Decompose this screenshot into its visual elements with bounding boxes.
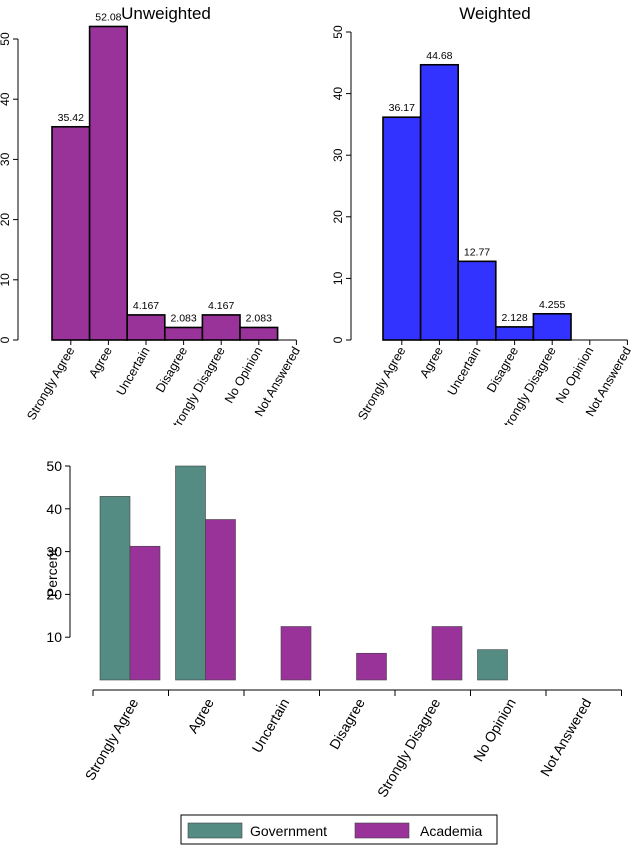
bar	[164, 326, 204, 341]
y-tick-label: 50	[331, 25, 345, 39]
bar	[356, 652, 387, 681]
weighted-chart: Weighted 0 10 20 30 40 50 36.17 Strongly Agree 44…	[331, 4, 634, 425]
x-category-label: No Opinion	[222, 344, 265, 405]
bar	[495, 326, 535, 341]
bar	[51, 125, 91, 341]
bar	[239, 326, 279, 341]
x-category-label: No Opinion	[553, 344, 596, 405]
x-category-label: Not Answered	[537, 696, 594, 779]
legend-swatch	[354, 822, 410, 839]
x-category-label: Disagree	[326, 695, 368, 752]
chart-title: Unweighted	[121, 4, 211, 23]
x-category-label: Uncertain	[249, 696, 293, 756]
y-tick-label: 40	[0, 92, 12, 106]
bar	[419, 63, 459, 341]
bar	[129, 545, 161, 681]
y-tick-label: 0	[0, 336, 12, 343]
y-tick-label: 50	[46, 458, 62, 474]
bar-value-label: 36.17	[389, 102, 415, 114]
y-tick-label: 10	[331, 271, 345, 285]
bar	[431, 626, 463, 681]
bar-value-label: 35.42	[58, 112, 84, 124]
bar-value-label: 44.68	[426, 50, 452, 62]
y-tick-label: 0	[331, 336, 345, 343]
y-tick-label: 20	[0, 213, 12, 227]
comparison-chart: 10 20 30 40 50 Percent Strongly Agree Agree Unce…	[44, 458, 622, 845]
y-tick-label: 10	[46, 629, 62, 645]
legend-label: Academia	[420, 823, 482, 839]
bar-value-label: 12.77	[464, 246, 490, 258]
x-category-label: Strongly Agree	[82, 695, 142, 783]
y-tick-label: 30	[0, 152, 12, 166]
x-category-label: Strongly Agree	[355, 344, 408, 422]
bar	[126, 314, 166, 341]
bar-value-label: 4.167	[133, 300, 159, 312]
y-tick-label: 30	[46, 544, 62, 560]
x-category-label: Uncertain	[114, 344, 153, 397]
x-category-label: Disagree	[484, 344, 521, 394]
bar	[175, 465, 206, 681]
legend-swatch	[187, 822, 243, 839]
bar-value-label: 2.128	[501, 312, 527, 324]
y-tick-label: 20	[46, 586, 62, 602]
bar-value-label: 52.08	[95, 11, 121, 23]
y-tick-label: 40	[46, 501, 62, 517]
bar-value-label: 2.083	[170, 312, 196, 324]
y-tick-label: 50	[0, 32, 12, 46]
x-category-label: Strongly Agree	[24, 344, 77, 422]
chart-title: Weighted	[459, 4, 531, 23]
y-tick-label: 40	[331, 87, 345, 101]
y-tick-label: 10	[0, 273, 12, 287]
bar-value-label: 4.167	[208, 300, 234, 312]
y-tick-label: 30	[331, 148, 345, 162]
bar	[201, 314, 241, 341]
bar	[532, 312, 572, 341]
bar	[205, 519, 236, 681]
x-category-label: Agree	[184, 695, 217, 736]
legend-label: Government	[250, 823, 327, 839]
x-category-label: Agree	[417, 344, 446, 380]
bar	[477, 649, 508, 681]
legend: Government Academia	[180, 814, 498, 845]
bar	[88, 25, 128, 341]
x-category-label: No Opinion	[470, 696, 519, 765]
x-category-label: Uncertain	[445, 344, 484, 397]
y-axis-title: Percent	[44, 549, 60, 597]
x-category-label: Strongly Disagree	[374, 695, 444, 800]
bar-value-label: 4.255	[539, 299, 565, 311]
bar-value-label: 2.083	[246, 312, 272, 324]
bar	[99, 496, 131, 681]
y-tick-label: 20	[331, 210, 345, 224]
bar	[382, 116, 422, 341]
bar	[457, 260, 497, 341]
unweighted-chart: Unweighted 0 10 20 30 40 50 35.42 Strongly Agree…	[0, 4, 303, 425]
bar	[280, 626, 312, 681]
x-category-label: Agree	[86, 344, 115, 380]
x-category-label: Disagree	[153, 344, 190, 394]
